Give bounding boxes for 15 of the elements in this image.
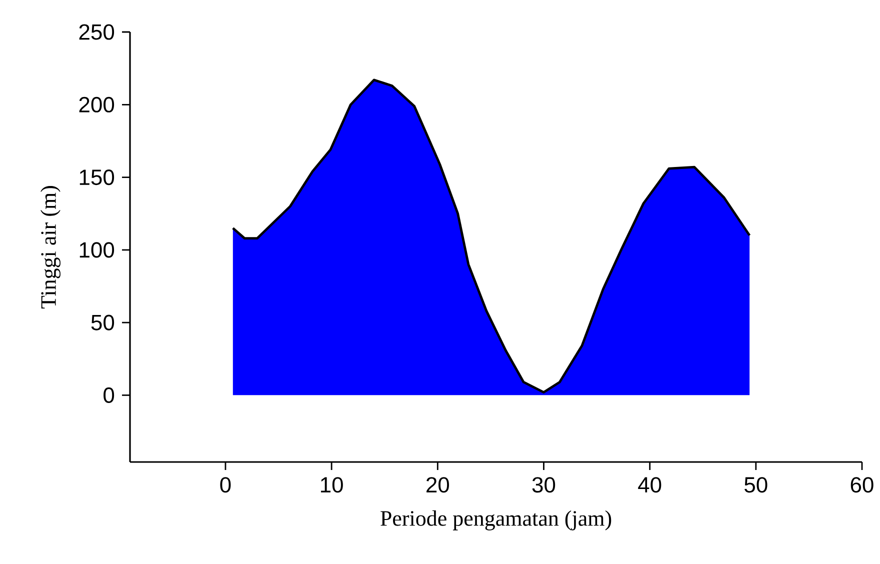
y-tick-label: 150	[80, 170, 114, 186]
y-axis-title: Tinggi air (m)	[40, 186, 60, 309]
x-tick-label: 60	[850, 477, 874, 493]
x-tick-label: 30	[532, 477, 556, 493]
y-tick-label: 0	[104, 387, 114, 403]
y-tick-label: 100	[80, 242, 114, 258]
y-tick-label: 250	[79, 24, 114, 40]
x-tick-label: 10	[320, 477, 343, 493]
x-tick-label: 0	[220, 477, 231, 493]
x-tick-label: 50	[744, 477, 768, 493]
x-tick-label: 20	[426, 477, 449, 493]
x-axis-title: Periode pengamatan (jam)	[380, 510, 612, 530]
y-tick-label: 50	[91, 314, 114, 330]
x-tick-label: 40	[638, 477, 662, 493]
y-tick-label: 200	[79, 96, 114, 112]
